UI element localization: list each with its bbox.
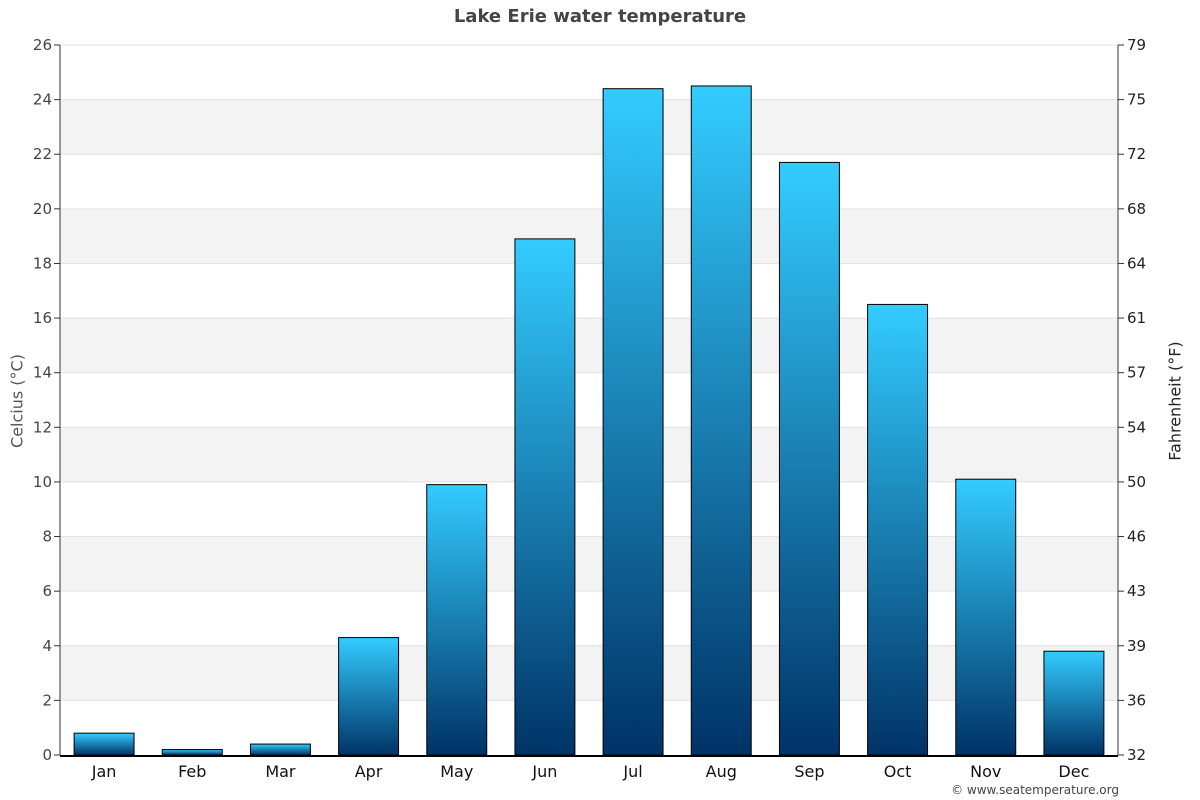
chart-title: Lake Erie water temperature [453,6,747,27]
y-tick-label-right: 46 [1127,528,1146,546]
y-tick-label-right: 68 [1127,200,1146,218]
y-tick-label-left: 22 [33,145,52,163]
y-tick-label-right: 50 [1127,473,1146,491]
gridlines [60,44,1118,701]
bar-mar [249,743,311,756]
bar-oct [867,303,929,756]
grid-band [60,318,1118,373]
y-tick-label-left: 14 [33,364,52,382]
grid-band [60,536,1118,592]
y-axis-label-right: Fahrenheit (°F) [1165,341,1185,461]
grid-band [60,208,1118,264]
y-tick-label-left: 10 [33,473,52,491]
x-tick-label: May [440,762,473,781]
x-axis-ticks: Jan Feb Mar Apr May Jun Jul Aug Sep Oct Nov Dec [91,762,1090,781]
grid-band [60,99,1118,155]
x-tick-label: Jun [531,762,557,781]
y-tick-label-right: 39 [1127,637,1146,655]
y-tick-label-left: 6 [42,582,52,600]
y-tick-label-left: 26 [33,36,52,54]
axes [59,45,1119,757]
bar-jan [73,732,135,756]
bar-apr [338,637,400,756]
y-tick-label-right: 61 [1127,309,1146,327]
bar-sep [778,161,840,756]
credit-text: © www.seatemperature.org [951,783,1119,797]
x-tick-label: Mar [265,762,296,781]
y-tick-label-left: 18 [33,254,52,272]
x-tick-label: Nov [970,762,1001,781]
bar-dec [1043,650,1105,756]
x-tick-label: Aug [706,762,737,781]
y-tick-label-left: 4 [42,637,52,655]
y-tick-label-left: 16 [33,309,52,327]
bar-nov [955,478,1017,756]
bar-aug [690,85,752,756]
bar-jul [602,88,664,756]
y-tick-label-right: 64 [1127,254,1146,272]
x-tick-label: Apr [355,762,383,781]
x-tick-label: Feb [178,762,206,781]
y-tick-label-right: 72 [1127,145,1146,163]
bar-jun [514,238,576,756]
bar-may [426,484,488,756]
x-tick-label: Sep [794,762,824,781]
y-tick-label-right: 43 [1127,582,1146,600]
y-tick-label-left: 20 [33,200,52,218]
y-tick-label-left: 24 [33,91,52,109]
grid-band [60,427,1118,482]
y-tick-label-left: 12 [33,418,52,436]
y-tick-label-right: 36 [1127,691,1146,709]
grid-band [60,645,1118,701]
x-tick-label: Oct [884,762,912,781]
y-tick-label-right: 57 [1127,364,1146,382]
y-tick-label-left: 8 [42,528,52,546]
x-tick-label: Dec [1058,762,1089,781]
y-axis-right-ticks: 32 36 39 43 46 50 54 57 61 64 68 72 75 79 [1118,36,1146,764]
y-tick-label-left: 0 [42,746,52,764]
y-tick-label-right: 54 [1127,418,1146,436]
bar-feb [161,749,223,756]
x-tick-label: Jul [622,762,642,781]
y-axis-label-left: Celcius (°C) [7,354,27,448]
x-tick-label: Jan [91,762,117,781]
y-tick-label-right: 75 [1127,91,1146,109]
y-tick-label-left: 2 [42,691,52,709]
grid-bands [60,99,1118,701]
y-tick-label-right: 79 [1127,36,1146,54]
bars [73,85,1105,756]
y-tick-label-right: 32 [1127,746,1146,764]
